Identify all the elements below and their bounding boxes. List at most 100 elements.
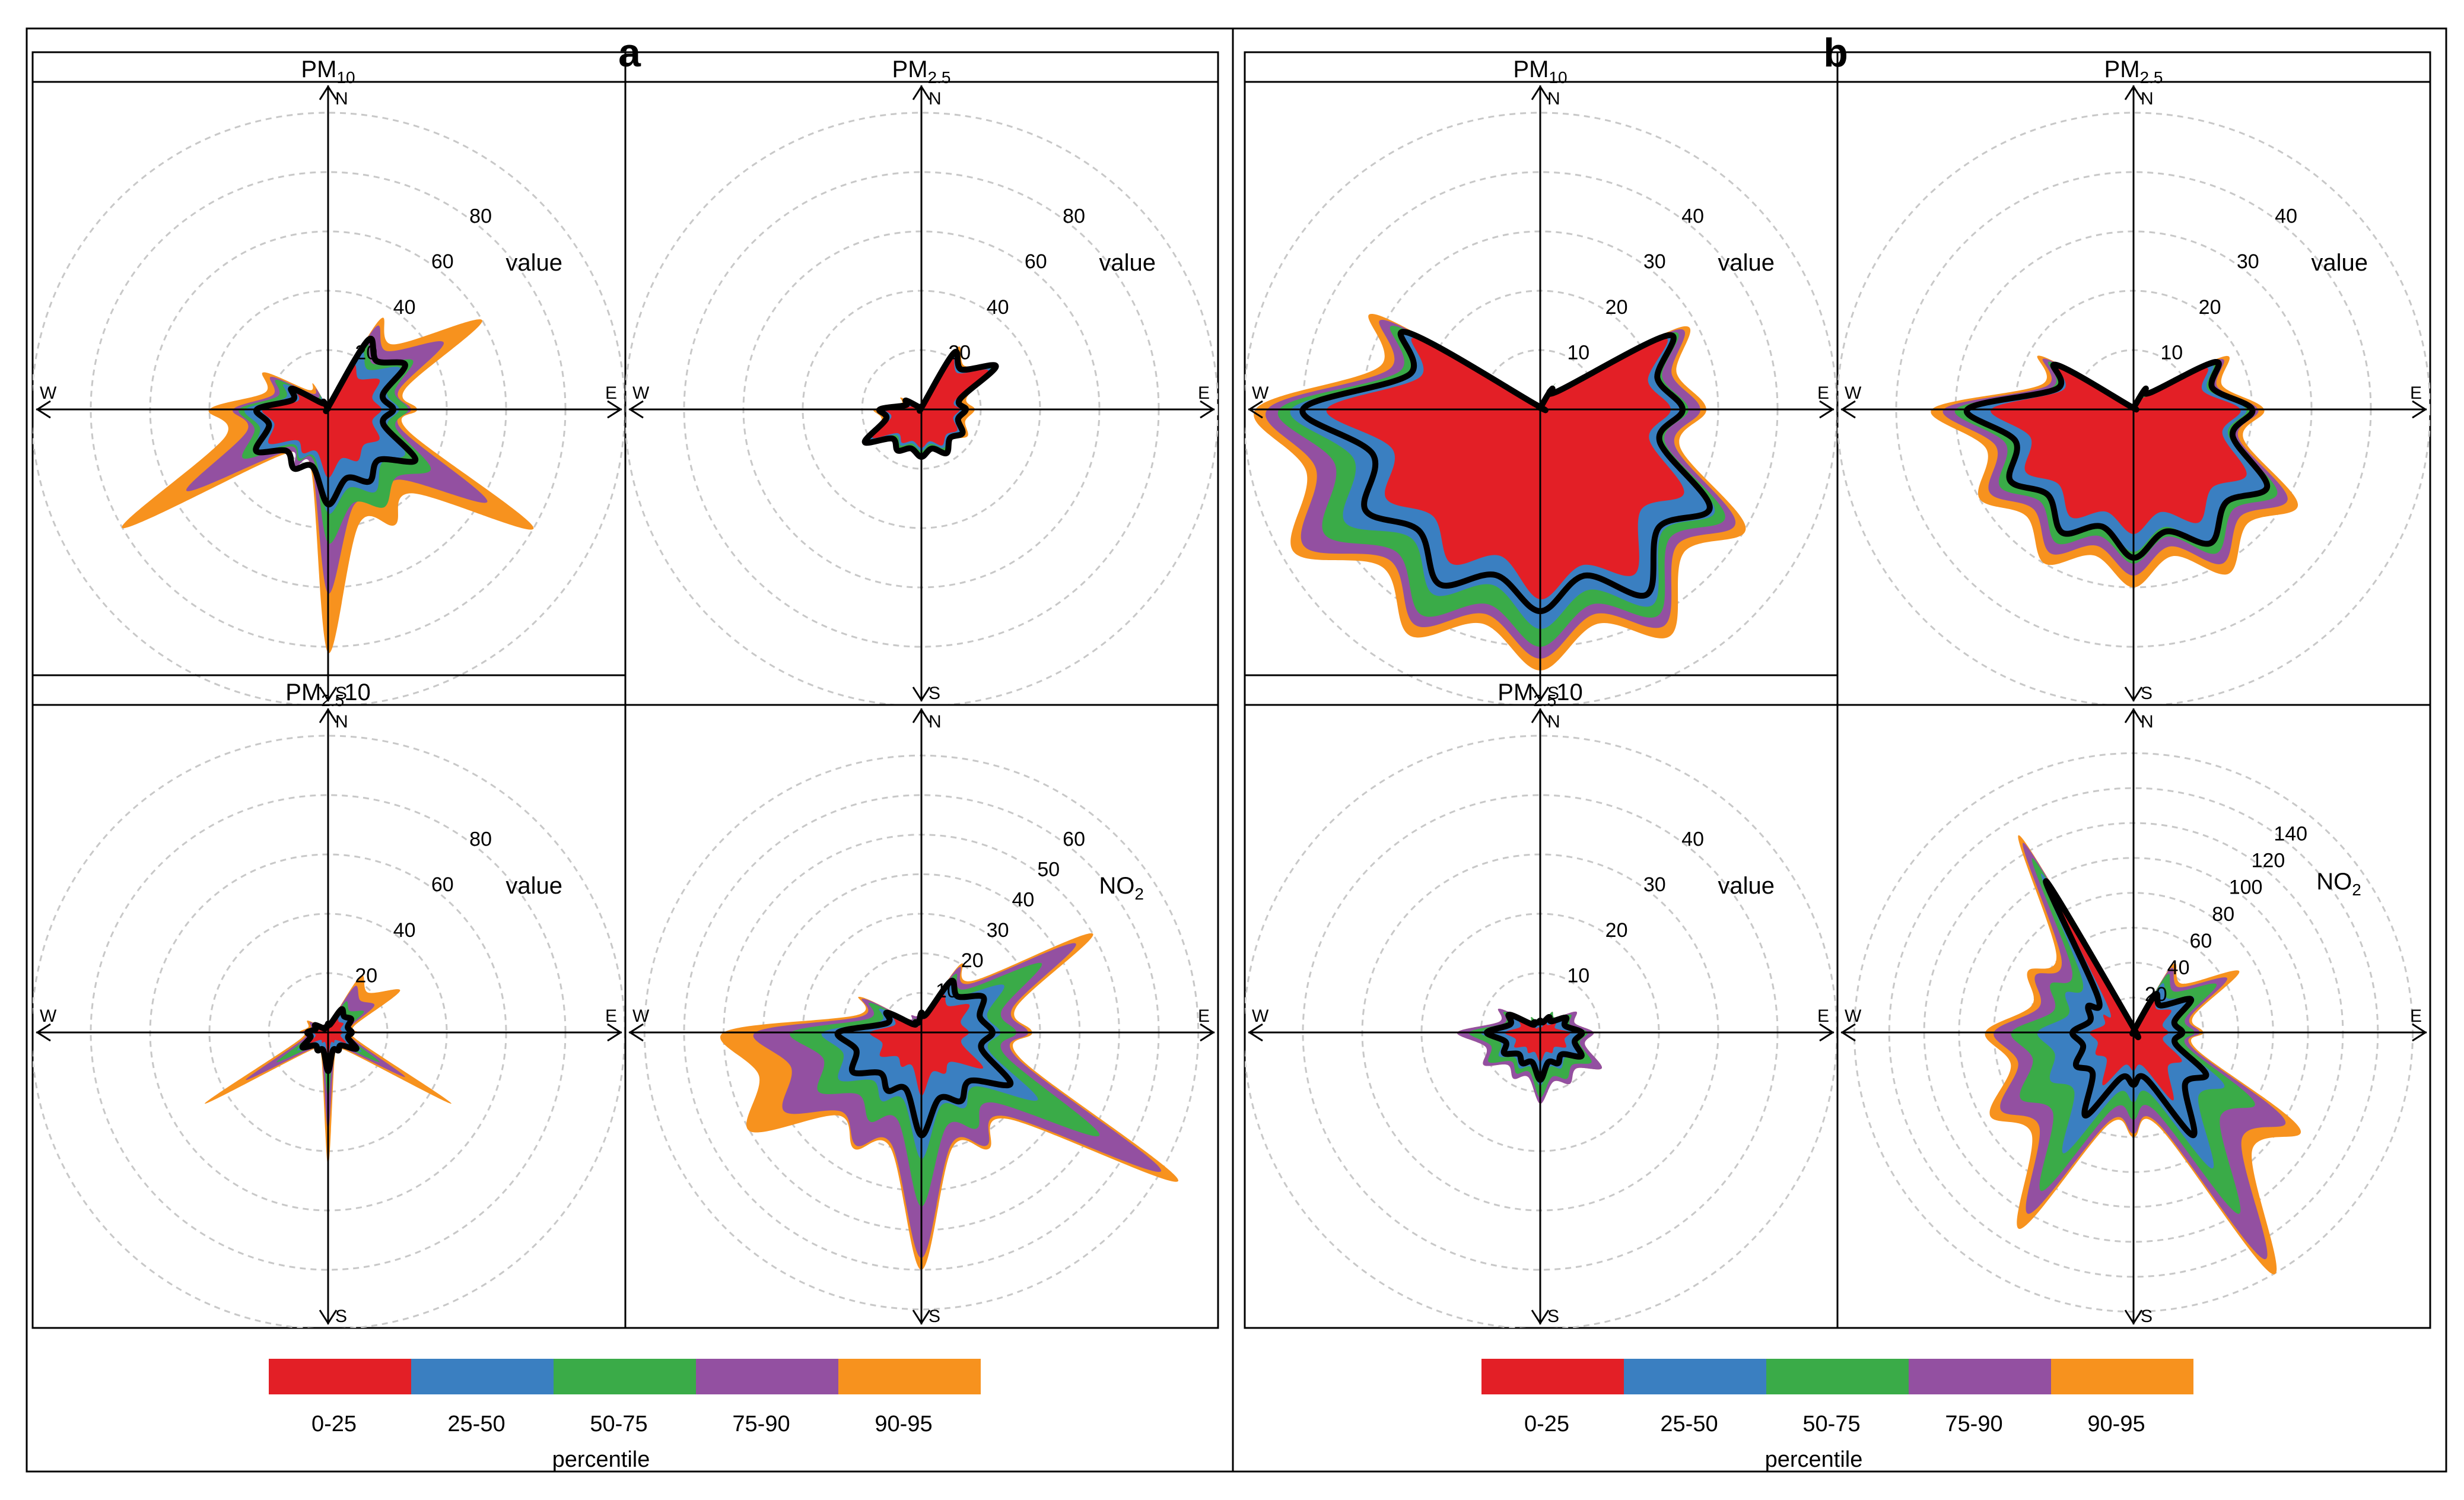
ring-label: 50 [1037, 859, 1060, 881]
legend-title: percentile [552, 1447, 650, 1472]
south-arrow [2124, 687, 2143, 702]
legend-label: 75-90 [1945, 1412, 2002, 1437]
ring-label: 60 [1025, 250, 1047, 273]
legend-swatch-25-50 [411, 1359, 554, 1394]
value-label: value [505, 250, 562, 276]
subplot-title: PM2.510 [285, 679, 370, 710]
compass-s-label: S [335, 1307, 347, 1326]
ring-label: 40 [2275, 205, 2297, 228]
ring-label: 20 [948, 341, 971, 364]
band-p25 [1326, 338, 1684, 600]
legend-swatch-90-95 [2051, 1359, 2193, 1394]
north-arrow [319, 85, 338, 100]
legend-b: 0-25 25-50 50-75 75-90 90-95 percentile [1481, 1359, 2193, 1472]
compass-axes: N S E W [628, 85, 1215, 703]
west-arrow [628, 1023, 644, 1042]
compass-n-label: N [2141, 89, 2154, 109]
ring-label: 80 [469, 828, 492, 851]
compass-axes: N S E W [36, 708, 622, 1326]
north-arrow [912, 708, 931, 723]
ring-label: 40 [1681, 828, 1704, 851]
ring-label: 120 [2252, 850, 2285, 872]
ring-label: 30 [1643, 873, 1666, 896]
south-arrow [912, 1310, 931, 1325]
north-arrow [912, 85, 931, 100]
ring-label: 20 [355, 964, 377, 987]
legend-swatch-90-95 [838, 1359, 981, 1394]
ring-label: 40 [1681, 205, 1704, 228]
ring-label: 100 [2229, 876, 2263, 899]
compass-w-label: W [632, 1006, 650, 1026]
compass-e-label: E [2410, 1006, 2422, 1026]
ring-label: 10 [1567, 964, 1589, 987]
ring-label: 40 [987, 296, 1009, 319]
north-arrow [1531, 85, 1550, 100]
legend-label: 50-75 [1802, 1412, 1860, 1437]
compass-n-label: N [929, 712, 942, 732]
compass-n-label: N [1547, 89, 1560, 109]
compass-e-label: E [605, 383, 617, 403]
legend-label: 90-95 [2087, 1412, 2145, 1437]
legend-label: 90-95 [875, 1412, 932, 1437]
ring-label: 20 [2145, 983, 2167, 1006]
legend-swatch-50-75 [1766, 1359, 1909, 1394]
legend-label: 0-25 [311, 1412, 357, 1437]
east-arrow [1200, 400, 1215, 419]
compass-axes: N S E W [1248, 85, 1835, 703]
east-arrow [607, 400, 622, 419]
north-arrow [319, 708, 338, 723]
west-arrow [1248, 1023, 1263, 1042]
legend-label: 50-75 [590, 1412, 647, 1437]
compass-s-label: S [929, 684, 940, 703]
east-arrow [1819, 1023, 1835, 1042]
east-arrow [2412, 400, 2427, 419]
legend-swatch-75-90 [696, 1359, 838, 1394]
west-arrow [36, 400, 51, 419]
subplot-plot-area [625, 112, 1218, 705]
subplot-plot-area [1853, 752, 2414, 1313]
ring-label: 30 [2237, 250, 2259, 273]
band-p25 [262, 364, 381, 478]
legend-swatch-0-25 [1481, 1359, 1624, 1394]
legend-title: percentile [1765, 1447, 1863, 1472]
subplot-title: PM2.5 [892, 56, 951, 87]
ring-label: 60 [1063, 828, 1085, 851]
band-p25 [872, 357, 988, 448]
compass-w-label: W [40, 383, 57, 403]
compass-w-label: W [40, 1006, 57, 1026]
subplot-title: PM2.5 [2104, 56, 2163, 87]
compass-w-label: W [632, 383, 650, 403]
compass-n-label: N [1547, 712, 1560, 732]
panel-b-frame [1232, 27, 2447, 1473]
value-label: value [1099, 250, 1156, 276]
subplot-title: PM2.510 [1498, 679, 1582, 710]
south-arrow [1531, 1310, 1550, 1325]
compass-e-label: E [2410, 383, 2422, 403]
south-arrow [912, 687, 931, 702]
ring-label: 60 [431, 873, 454, 896]
ring-label: 20 [961, 949, 984, 972]
median-line [253, 335, 419, 507]
compass-n-label: N [2141, 712, 2154, 732]
compass-w-label: W [1845, 1006, 1862, 1026]
compass-axes: N S E W [1248, 708, 1835, 1326]
compass-axes: N S E W [1840, 708, 2427, 1326]
value-label: value [1718, 873, 1775, 899]
ring-label: 80 [2212, 903, 2234, 926]
west-arrow [628, 400, 644, 419]
compass-e-label: E [605, 1006, 617, 1026]
north-arrow [2124, 708, 2143, 723]
ring-label: 80 [469, 205, 492, 228]
value-label: NO2 [2316, 869, 2361, 899]
compass-s-label: S [335, 684, 347, 703]
ring-label: 30 [1643, 250, 1666, 273]
median-line [861, 348, 999, 460]
value-label: value [1718, 250, 1775, 276]
compass-e-label: E [1817, 1006, 1829, 1026]
ring-label: 20 [1605, 296, 1628, 319]
